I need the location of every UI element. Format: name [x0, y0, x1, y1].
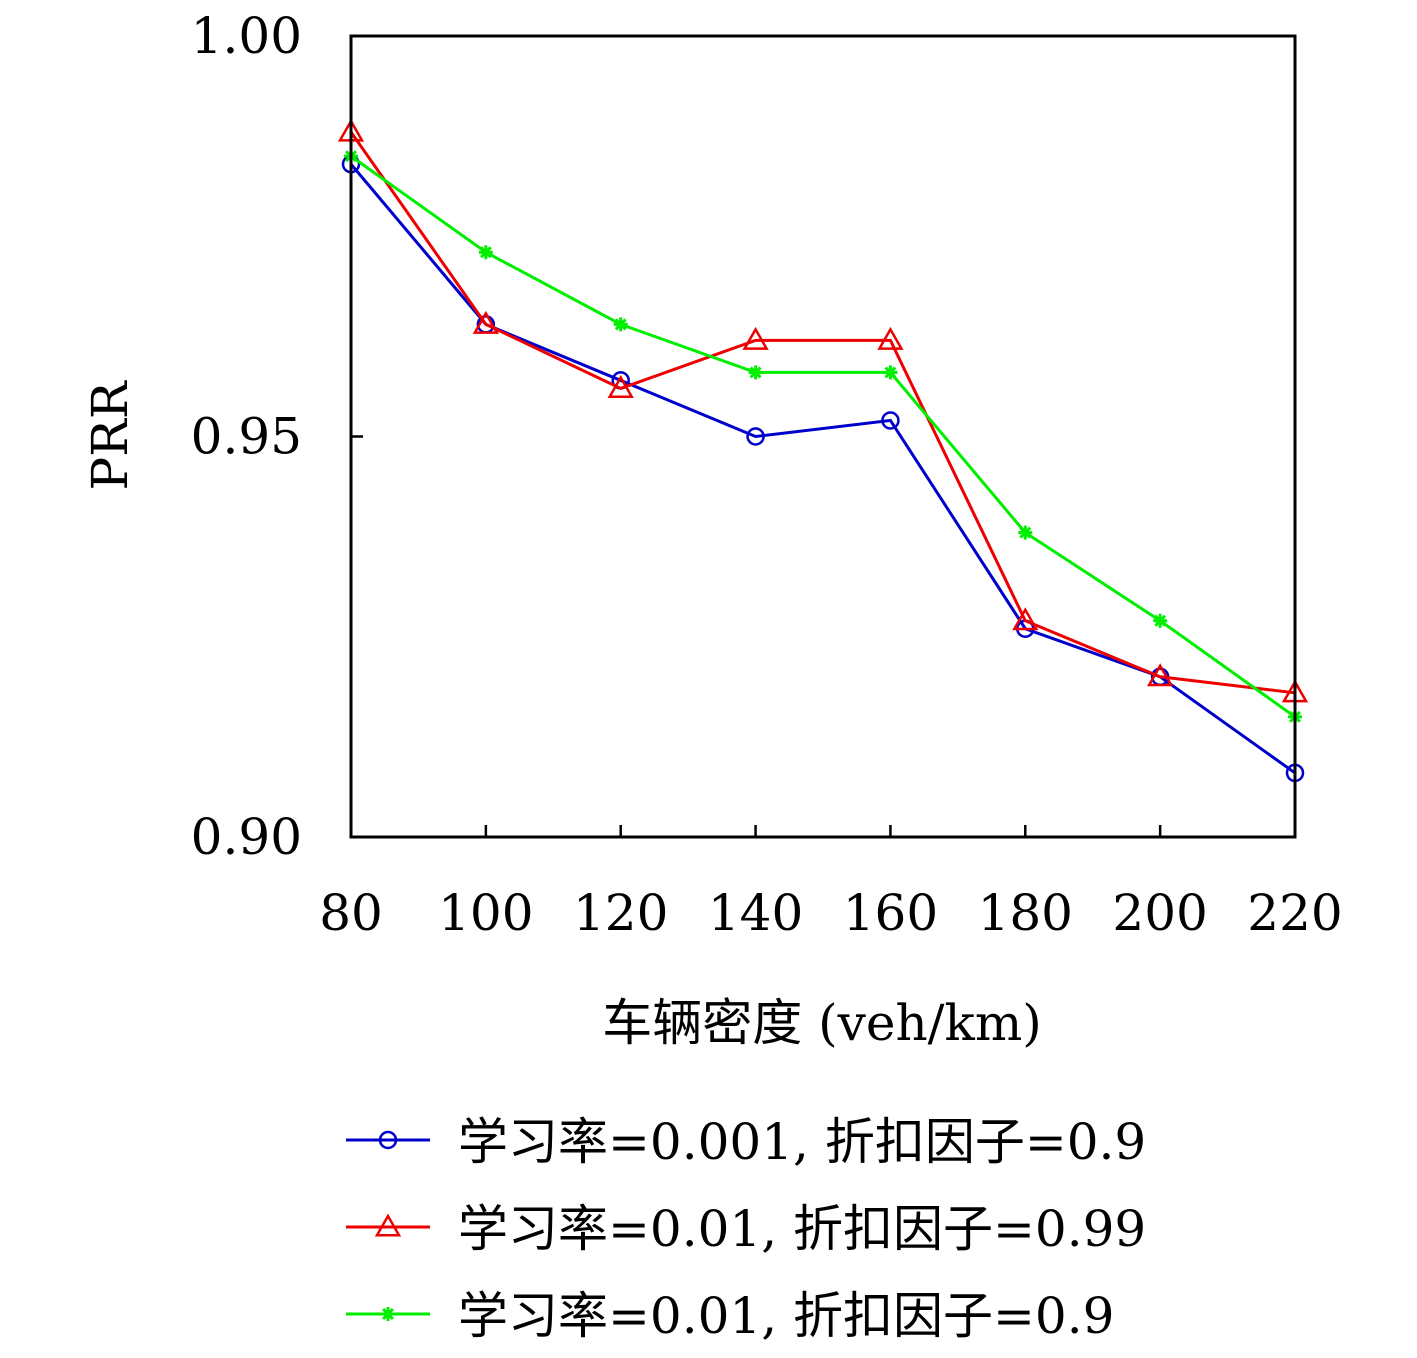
legend-entry: 学习率=0.01, 折扣因子=0.9 — [346, 1287, 1114, 1345]
legend-entry: 学习率=0.001, 折扣因子=0.9 — [346, 1113, 1146, 1171]
legend-marker — [381, 1307, 395, 1321]
data-point — [746, 427, 765, 446]
x-tick-label: 80 — [319, 884, 383, 942]
ticks-layer: 80 100 120 140 160 180 200 220 0.90 0.95 1.00 — [191, 7, 1343, 942]
x-tick-label: 200 — [1112, 884, 1207, 942]
x-tick-label: 100 — [438, 884, 533, 942]
y-axis-title: PRR — [81, 380, 139, 490]
legend-marker — [378, 1130, 398, 1150]
data-point — [1146, 663, 1174, 687]
legend: 学习率=0.001, 折扣因子=0.9 学习率=0.01, 折扣因子=0.99 学习… — [346, 1113, 1146, 1345]
data-point — [472, 310, 500, 334]
legend-label: 学习率=0.01, 折扣因子=0.9 — [458, 1287, 1114, 1345]
y-tick-label: 1.00 — [191, 7, 302, 65]
data-point — [742, 326, 769, 350]
data-point — [478, 245, 493, 260]
x-tick-label: 140 — [708, 884, 803, 942]
y-tick-label: 0.95 — [191, 408, 302, 466]
series-line — [349, 131, 1296, 695]
legend-entry: 学习率=0.01, 折扣因子=0.99 — [346, 1200, 1146, 1258]
plot-layer — [337, 118, 1309, 783]
series-2 — [337, 118, 1309, 703]
data-point — [1153, 613, 1168, 628]
y-tick-label: 0.90 — [191, 808, 302, 866]
data-point — [748, 365, 763, 380]
x-tick-label: 120 — [573, 884, 668, 942]
series-3 — [344, 149, 1302, 724]
x-axis-title: 车辆密度 (veh/km) — [602, 994, 1042, 1052]
data-point — [607, 374, 634, 398]
legend-marker — [374, 1213, 402, 1237]
data-point — [613, 317, 628, 332]
data-point — [1018, 525, 1033, 540]
data-point — [883, 365, 898, 380]
x-tick-label: 160 — [843, 884, 938, 942]
data-point — [877, 326, 904, 350]
plot-frame — [349, 34, 1297, 839]
x-tick-label: 220 — [1247, 884, 1342, 942]
data-point — [1012, 607, 1039, 631]
legend-label: 学习率=0.01, 折扣因子=0.99 — [458, 1200, 1146, 1258]
legend-label: 学习率=0.001, 折扣因子=0.9 — [458, 1113, 1146, 1171]
series-line — [350, 154, 1296, 719]
data-point — [881, 411, 900, 430]
x-tick-label: 180 — [978, 884, 1073, 942]
